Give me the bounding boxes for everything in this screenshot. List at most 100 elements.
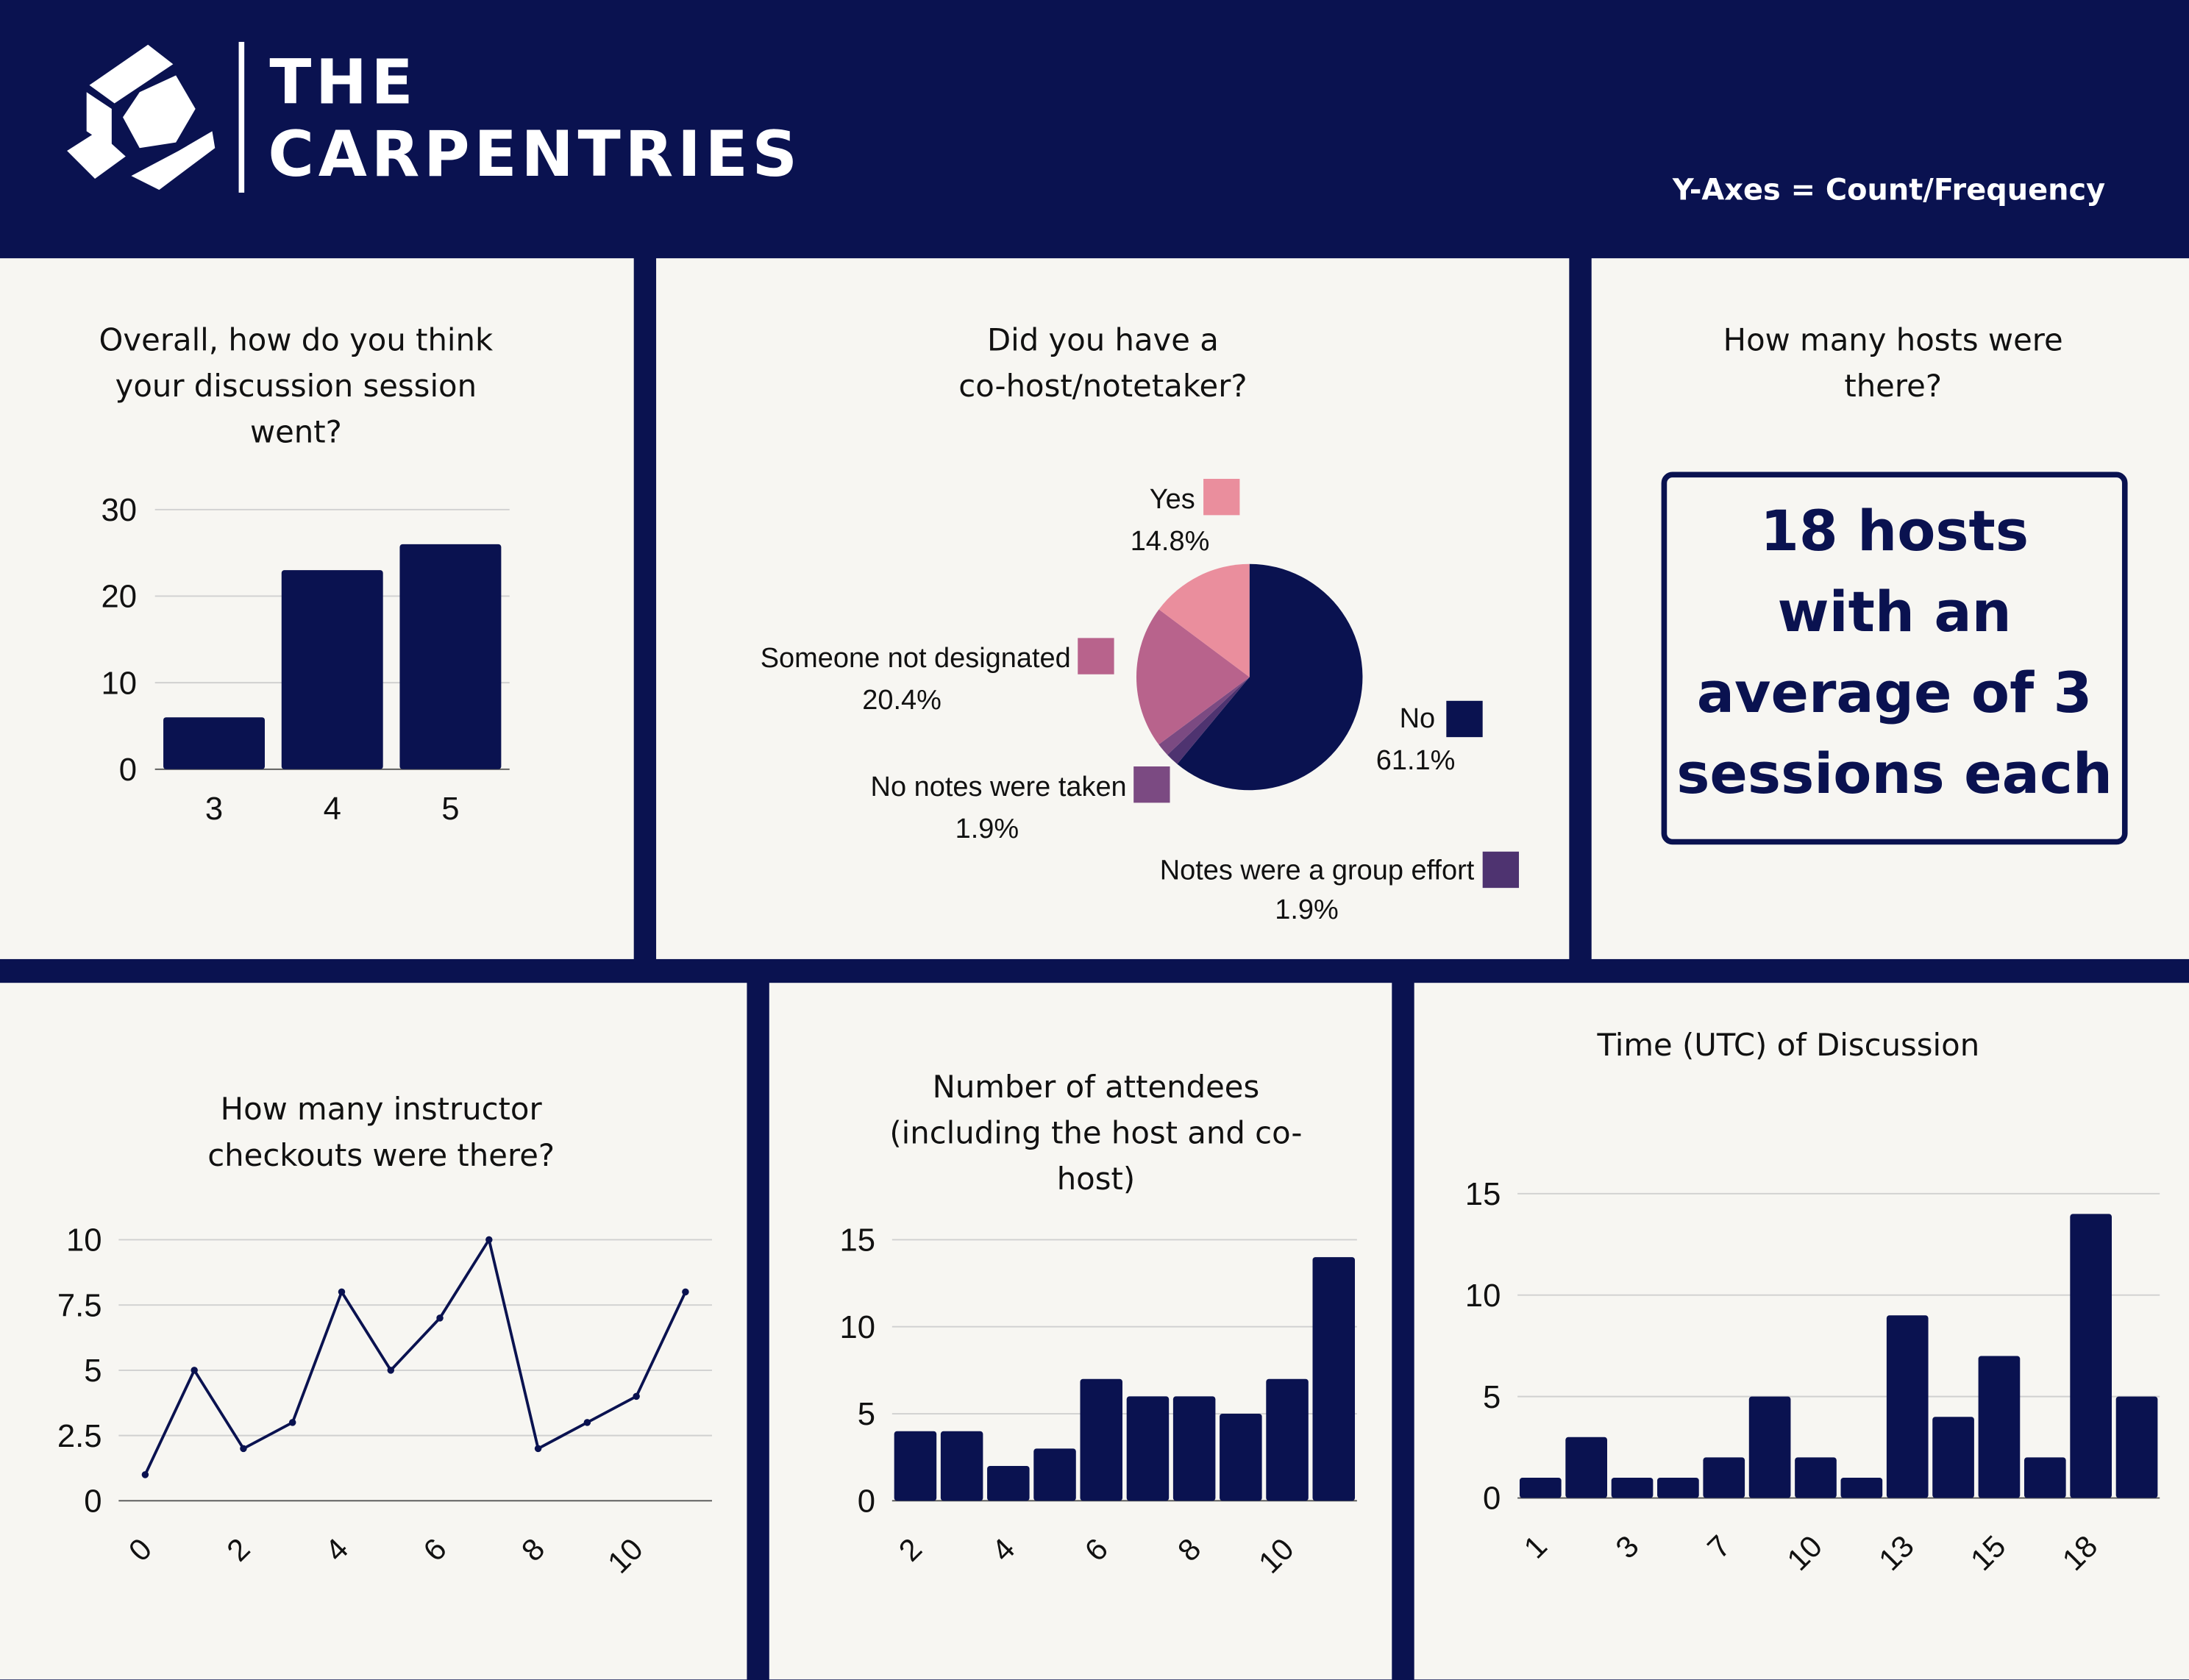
pie-slice xyxy=(1158,563,1250,677)
panel-checkouts xyxy=(0,983,747,1680)
legend-swatch xyxy=(1203,479,1240,516)
y-tick-label: 10 xyxy=(101,665,137,701)
bar xyxy=(1703,1457,1745,1498)
carpentries-logo-icon xyxy=(67,44,216,191)
legend-percent: 1.9% xyxy=(955,814,1019,844)
bar xyxy=(1565,1437,1608,1498)
legend-percent: 20.4% xyxy=(862,685,942,716)
y-tick-label: 10 xyxy=(66,1222,102,1259)
bar xyxy=(1748,1396,1791,1498)
data-point xyxy=(141,1471,149,1478)
y-tick-label: 10 xyxy=(1465,1278,1501,1314)
pie-slice xyxy=(1136,609,1250,745)
legend-label: No notes were taken xyxy=(871,772,1127,802)
bar xyxy=(281,570,383,769)
panel-time xyxy=(1414,983,2189,1680)
data-point xyxy=(436,1314,444,1322)
bar xyxy=(1795,1457,1837,1498)
x-tick-label: 10 xyxy=(601,1531,649,1580)
y-tick-label: 0 xyxy=(858,1484,875,1520)
brand-line-1: THE xyxy=(269,47,418,119)
pie-slice xyxy=(1158,677,1250,755)
pie-slice xyxy=(1177,563,1363,791)
bar xyxy=(1611,1477,1654,1498)
bar xyxy=(1978,1356,2021,1498)
brand-line-2: CARPENTRIES xyxy=(268,117,802,192)
x-tick-label: 7 xyxy=(1701,1528,1737,1565)
y-tick-label: 15 xyxy=(1465,1176,1501,1212)
y-tick-label: 0 xyxy=(84,1484,102,1520)
x-tick-label: 3 xyxy=(205,791,223,827)
x-tick-label: 4 xyxy=(985,1531,1022,1568)
bar xyxy=(1080,1378,1122,1501)
bar xyxy=(1312,1257,1356,1501)
data-point xyxy=(387,1367,395,1374)
legend-label: Someone not designated xyxy=(761,643,1071,674)
legend-percent: 1.9% xyxy=(1275,894,1339,925)
data-point xyxy=(485,1236,493,1244)
x-tick-label: 6 xyxy=(416,1531,453,1568)
x-tick-label: 13 xyxy=(1872,1528,1921,1577)
data-point xyxy=(682,1288,689,1296)
bar xyxy=(1519,1477,1562,1498)
series-line xyxy=(143,1236,687,1476)
y-tick-label: 20 xyxy=(101,579,137,615)
data-point xyxy=(288,1419,296,1426)
y-tick-label: 0 xyxy=(119,752,137,788)
hosts-summary-text: 18 hosts with an average of 3 sessions e… xyxy=(1676,499,2113,808)
legend-label: No xyxy=(1400,703,1436,734)
bar xyxy=(2070,1214,2112,1498)
x-tick-label: 0 xyxy=(121,1531,158,1568)
bar xyxy=(1266,1378,1309,1501)
header-divider xyxy=(238,41,245,193)
x-tick-label: 2 xyxy=(220,1531,257,1568)
x-tick-label: 18 xyxy=(2055,1528,2104,1577)
legend-swatch xyxy=(1133,766,1170,803)
x-tick-label: 2 xyxy=(892,1531,929,1568)
x-tick-label: 4 xyxy=(318,1531,355,1568)
bar xyxy=(163,717,265,769)
chart-title-attendees: Number of attendees (including the host … xyxy=(889,1070,1303,1198)
y-tick-label: 15 xyxy=(839,1222,875,1259)
bar xyxy=(1657,1477,1699,1498)
data-point xyxy=(583,1419,591,1426)
y-tick-label: 10 xyxy=(839,1309,875,1345)
legend-label: Yes xyxy=(1150,484,1195,515)
data-point xyxy=(191,1367,198,1374)
chart-title-rating: Overall, how do you think your discussio… xyxy=(99,324,494,452)
bar xyxy=(1220,1414,1262,1501)
legend-percent: 14.8% xyxy=(1131,526,1210,557)
hosts-summary-card: 18 hosts with an average of 3 sessions e… xyxy=(1661,471,2128,845)
x-tick-label: 10 xyxy=(1252,1531,1300,1580)
y-tick-label: 0 xyxy=(1483,1481,1501,1517)
x-tick-label: 6 xyxy=(1078,1531,1114,1568)
panel-cohost xyxy=(656,258,1570,959)
bar xyxy=(1932,1417,1974,1498)
pie-slice xyxy=(1167,677,1250,764)
data-point xyxy=(338,1288,346,1296)
chart-title-cohost: Did you have a co-host/notetaker? xyxy=(958,324,1247,405)
x-tick-label: 8 xyxy=(515,1531,552,1568)
x-tick-label: 10 xyxy=(1780,1528,1829,1577)
panel-attendees xyxy=(769,983,1392,1680)
bar xyxy=(399,544,502,769)
chart-title-checkouts: How many instructor checkouts were there… xyxy=(207,1093,555,1175)
y-axes-note: Y-Axes = Count/Frequency xyxy=(1672,173,2106,207)
data-point xyxy=(633,1392,640,1400)
bar xyxy=(1886,1315,1929,1498)
hosts-title: How many hosts were there? xyxy=(1723,324,2063,405)
bar xyxy=(1033,1448,1076,1501)
bar xyxy=(1840,1477,1883,1498)
y-tick-label: 5 xyxy=(1483,1379,1501,1415)
y-tick-label: 2.5 xyxy=(57,1418,102,1454)
data-point xyxy=(534,1445,542,1453)
bar xyxy=(1172,1396,1216,1501)
bar xyxy=(2024,1457,2066,1498)
x-tick-label: 15 xyxy=(1964,1528,2012,1577)
x-tick-label: 5 xyxy=(441,791,459,827)
bar xyxy=(1126,1396,1170,1501)
chart-title-time: Time (UTC) of Discussion xyxy=(1597,1028,1980,1064)
y-tick-label: 7.5 xyxy=(57,1287,102,1323)
